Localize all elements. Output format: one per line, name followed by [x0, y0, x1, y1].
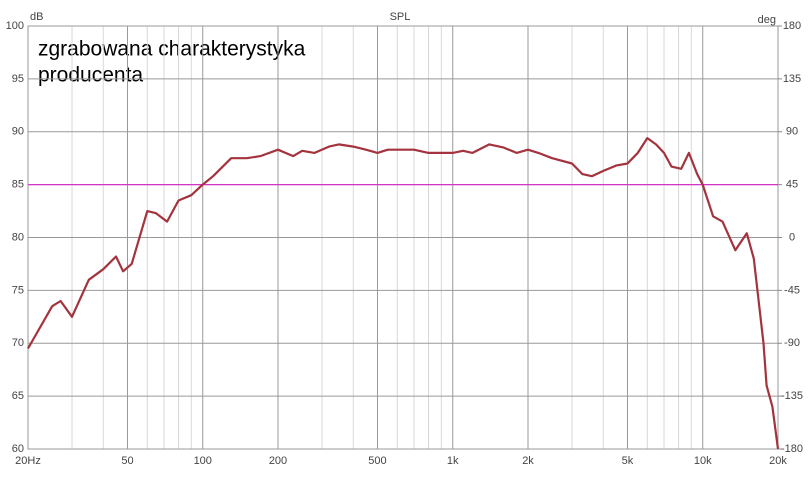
y-tick-label: 100: [6, 20, 24, 32]
x-tick-label: 500: [368, 455, 386, 467]
x-tick-label: 20k: [769, 455, 787, 467]
x-tick-label: 20Hz: [15, 455, 41, 467]
y-tick-label: 85: [12, 179, 24, 191]
y-tick-label: 90: [12, 126, 24, 138]
y-tick-label: 60: [12, 443, 24, 455]
y2-tick-label: 0: [789, 231, 795, 243]
x-tick-label: 50: [121, 455, 133, 467]
y2-tick-label: 135: [783, 73, 801, 85]
x-tick-label: 1k: [447, 455, 459, 467]
y2-tick-label: -180: [781, 443, 803, 455]
y2-tick-label: 90: [786, 126, 798, 138]
x-tick-label: 200: [269, 455, 287, 467]
annotation: producenta: [38, 64, 143, 87]
y-tick-label: 75: [12, 284, 24, 296]
x-tick-label: 100: [194, 455, 212, 467]
x-tick-label: 5k: [622, 455, 634, 467]
y-tick-label: 95: [12, 73, 24, 85]
y-tick-label: 70: [12, 337, 24, 349]
y-axis-label: dB: [30, 11, 43, 23]
y2-axis-label: deg: [758, 14, 776, 26]
x-tick-label: 2k: [522, 455, 534, 467]
y-tick-label: 65: [12, 390, 24, 402]
chart-title: SPL: [390, 11, 411, 23]
y2-tick-label: 180: [783, 20, 801, 32]
y2-tick-label: -90: [784, 337, 800, 349]
y2-tick-label: 45: [786, 179, 798, 191]
y2-tick-label: -45: [784, 284, 800, 296]
spl-line: [27, 137, 780, 450]
y2-tick-label: -135: [781, 390, 803, 402]
y-tick-label: 80: [12, 231, 24, 243]
annotation: zgrabowana charakterystyka: [38, 38, 306, 61]
x-tick-label: 10k: [694, 455, 712, 467]
